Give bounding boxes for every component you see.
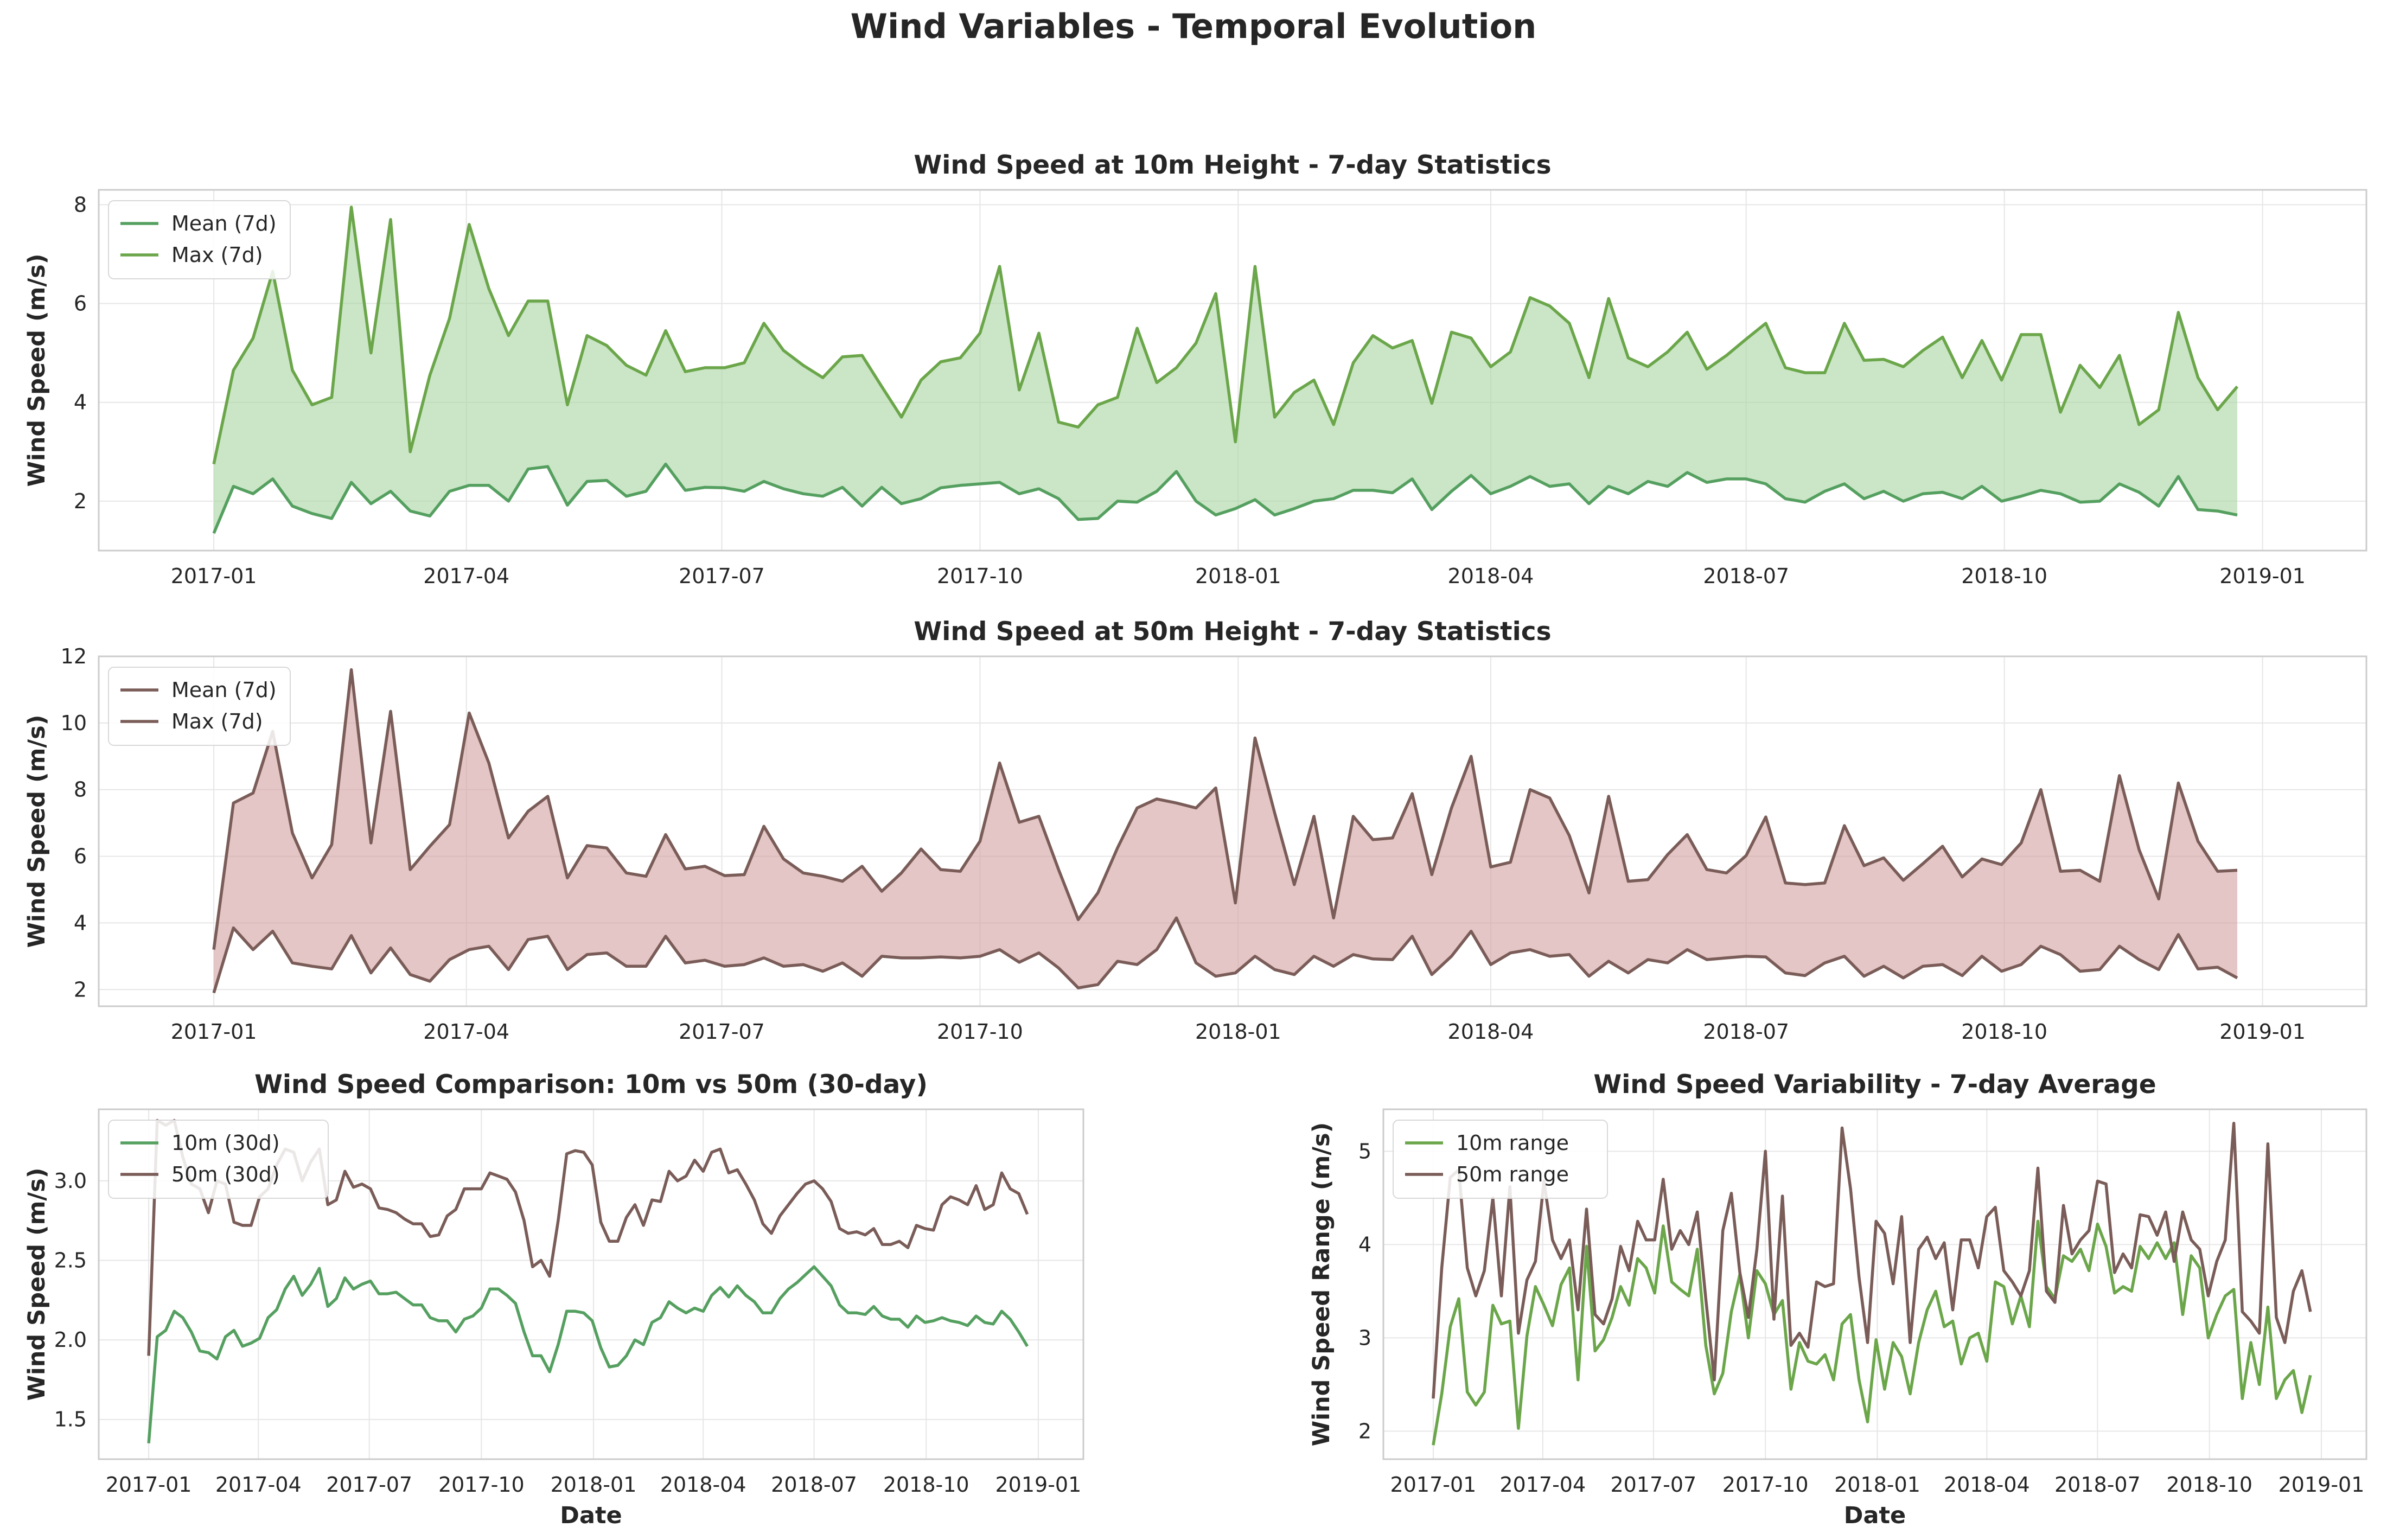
y-tick-label: 2.5 [54, 1249, 87, 1273]
x-tick-label: 2018-04 [1944, 1473, 2030, 1497]
plot-frame [98, 655, 2367, 1007]
x-tick-label: 2017-04 [215, 1473, 302, 1497]
x-tick-label: 2019-01 [995, 1473, 1081, 1497]
y-tick-label: 2.0 [54, 1328, 87, 1352]
y-tick-label: 10 [61, 711, 87, 735]
x-tick-label: 2018-04 [660, 1473, 746, 1497]
chart-title: Wind Speed at 10m Height - 7-day Statist… [914, 150, 1551, 180]
y-tick-label: 4 [1358, 1232, 1371, 1256]
panel-wind-10m: 2017-01 2017-04 2017-07 2017-10 2018-01 2018-… [23, 150, 2367, 588]
panel-comparison-30d: 2017-01 2017-04 2017-07 2017-10 2018-01 2018-… [23, 1070, 1084, 1529]
range-area [214, 669, 2237, 993]
series-line-1 [212, 668, 2238, 950]
x-tick-label: 2017-04 [1499, 1473, 1586, 1497]
legend-box [1393, 1120, 1608, 1199]
x-tick-label: 2019-01 [2219, 564, 2306, 588]
y-axis-label: Wind Speed (m/s) [23, 1168, 50, 1401]
x-tick-label: 2018-01 [1834, 1473, 1920, 1497]
y-tick-label: 4 [74, 911, 87, 935]
series-line-0 [212, 916, 2238, 994]
chart-title: Wind Speed Variability - 7-day Average [1593, 1070, 2156, 1100]
x-tick-label: 2018-07 [771, 1473, 857, 1497]
legend-box [108, 667, 291, 746]
legend-label: Mean (7d) [171, 678, 277, 702]
plot-frame [1382, 1108, 2367, 1460]
y-tick-label: 2 [1358, 1419, 1371, 1443]
x-tick-label: 2017-10 [1722, 1473, 1809, 1497]
panel-wind-50m: 2017-01 2017-04 2017-07 2017-10 2018-01 2018-… [23, 617, 2367, 1044]
y-tick-label: 6 [74, 292, 87, 316]
y-tick-label: 2 [74, 977, 87, 1001]
legend-box [108, 1120, 329, 1199]
y-tick-label: 8 [74, 193, 87, 216]
chart-title: Wind Speed Comparison: 10m vs 50m (30-da… [254, 1070, 928, 1100]
panel-variability: 2017-01 2017-04 2017-07 2017-10 2018-01 2018-… [1308, 1070, 2367, 1529]
y-tick-label: 3 [1358, 1326, 1371, 1350]
x-tick-label: 2018-07 [1703, 564, 1789, 588]
y-tick-label: 4 [74, 391, 87, 414]
y-axis-label: Wind Speed (m/s) [23, 254, 50, 487]
x-tick-label: 2018-04 [1448, 564, 1534, 588]
x-tick-label: 2019-01 [2219, 1020, 2306, 1044]
y-tick-label: 1.5 [54, 1408, 87, 1432]
y-tick-label: 5 [1358, 1139, 1371, 1163]
x-tick-label: 2017-01 [1390, 1473, 1477, 1497]
y-axis-label: Wind Speed (m/s) [23, 715, 50, 948]
legend-label: 10m (30d) [171, 1131, 280, 1155]
x-axis-label: Date [560, 1502, 622, 1529]
x-tick-label: 2018-04 [1448, 1020, 1534, 1044]
x-tick-label: 2017-01 [106, 1473, 192, 1497]
series-line-1 [1432, 1122, 2312, 1399]
legend-label: Mean (7d) [171, 212, 277, 235]
figure-title: Wind Variables - Temporal Evolution [851, 7, 1537, 46]
legend-label: 10m range [1456, 1131, 1569, 1155]
plot-frame [98, 189, 2367, 552]
x-tick-label: 2018-01 [551, 1473, 637, 1497]
chart-title: Wind Speed at 50m Height - 7-day Statist… [914, 617, 1551, 647]
y-tick-label: 8 [74, 778, 87, 802]
y-tick-label: 2 [74, 489, 87, 513]
x-tick-label: 2017-07 [1610, 1473, 1696, 1497]
x-tick-label: 2017-07 [679, 564, 765, 588]
x-tick-label: 2017-04 [423, 1020, 509, 1044]
series-line-0 [212, 462, 2238, 534]
series-line-0 [1432, 1219, 2312, 1446]
x-tick-label: 2017-04 [423, 564, 509, 588]
x-tick-label: 2018-10 [1961, 1020, 2047, 1044]
x-tick-label: 2017-01 [171, 1020, 257, 1044]
x-tick-label: 2017-10 [438, 1473, 525, 1497]
x-tick-label: 2017-07 [326, 1473, 412, 1497]
x-tick-label: 2019-01 [2278, 1473, 2365, 1497]
legend-label: 50m range [1456, 1162, 1569, 1186]
x-tick-label: 2018-01 [1195, 1020, 1281, 1044]
x-tick-label: 2018-10 [883, 1473, 969, 1497]
x-tick-label: 2017-10 [937, 1020, 1023, 1044]
x-tick-label: 2018-07 [2054, 1473, 2141, 1497]
y-tick-label: 12 [61, 644, 87, 668]
legend-label: Max (7d) [171, 710, 263, 733]
x-tick-label: 2018-01 [1195, 564, 1281, 588]
series-line-1 [212, 206, 2239, 465]
plot-frame [98, 1108, 1084, 1460]
series-line-0 [147, 1265, 1029, 1443]
legend-box [108, 200, 291, 279]
x-tick-label: 2018-07 [1703, 1020, 1789, 1044]
x-tick-label: 2018-10 [1961, 564, 2047, 588]
y-tick-label: 6 [74, 845, 87, 868]
x-tick-label: 2017-01 [171, 564, 257, 588]
x-axis-label: Date [1844, 1502, 1906, 1529]
x-tick-label: 2018-10 [2166, 1473, 2252, 1497]
x-tick-label: 2017-10 [937, 564, 1023, 588]
y-tick-label: 3.0 [54, 1169, 87, 1193]
x-tick-label: 2017-07 [679, 1020, 765, 1044]
legend-label: Max (7d) [171, 243, 263, 267]
legend-label: 50m (30d) [171, 1162, 280, 1186]
y-axis-label: Wind Speed Range (m/s) [1308, 1122, 1335, 1446]
